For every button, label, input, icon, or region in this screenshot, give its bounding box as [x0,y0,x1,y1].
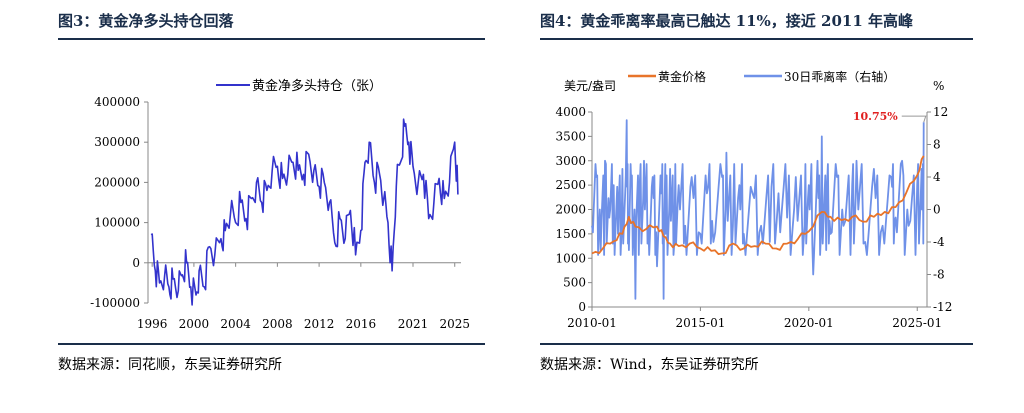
y-tick-label: 300000 [94,135,140,149]
x-tick-label: 2021 [398,317,429,331]
legend-label-gold-price: 黄金价格 [658,69,706,84]
right-y-tick-label: 0 [933,203,941,217]
gold-deviation-chart: 4000 3500 3000 2500 2000 1500 1000 500 0 12 8 4 0 -4 -… [555,69,952,330]
deviation-series-line [591,119,925,300]
x-tick-label: 2010-01 [567,316,617,330]
y-tick-label: 0 [132,256,140,270]
x-tick-label: 2020-01 [784,316,834,330]
right-y-tick-label: 12 [933,105,948,119]
figure-4-title: 图4：黄金乖离率最高已触达 11%，接近 2011 年高峰 [540,12,913,30]
x-tick-label: 2025 [439,317,470,331]
bottom-rule [540,343,973,345]
x-tick-label: 2016 [346,317,377,331]
left-y-tick-label: 4000 [555,105,586,119]
net-long-position-chart: 400000 300000 200000 100000 0 -100000 1996 2000… [90,78,470,331]
legend-label-deviation: 30日乖离率（右轴） [784,69,895,84]
y-tick-label: 400000 [94,95,140,109]
y-tick-label: 200000 [94,175,140,189]
right-y-tick-label: -12 [933,300,952,314]
top-rule [58,38,485,40]
gold-price-series-line [591,155,925,255]
left-y-tick-label: 1000 [555,251,586,265]
left-axis-unit: 美元/盎司 [564,79,616,93]
x-tick-label: 2000 [179,317,210,331]
figure-3-title: 图3：黄金净多头持仓回落 [58,12,234,30]
left-y-tick-label: 0 [578,300,586,314]
x-tick-label: 1996 [137,317,168,331]
bottom-rule [58,343,485,345]
x-tick-label: 2025-01 [892,316,942,330]
net-long-series-line [150,118,459,306]
right-y-tick-label: -8 [933,268,945,282]
right-axis-unit: % [933,79,944,93]
left-y-tick-label: 2500 [555,178,586,192]
left-y-tick-label: 1500 [555,227,586,241]
right-y-tick-label: -4 [933,235,945,249]
x-tick-label: 2004 [220,317,251,331]
left-y-tick-label: 3500 [555,129,586,143]
left-y-tick-label: 3000 [555,154,586,168]
y-tick-label: -100000 [90,296,140,310]
annotation-leader [901,115,927,123]
figure-4-source: 数据来源：Wind，东吴证券研究所 [540,357,759,373]
top-rule [540,38,973,40]
x-tick-label: 2012 [304,317,335,331]
annotation-label: 10.75% [853,110,898,123]
left-y-tick-label: 2000 [555,203,586,217]
y-tick-label: 100000 [94,216,140,230]
right-y-tick-label: 8 [933,138,941,152]
x-tick-label: 2015-01 [675,316,725,330]
left-y-tick-label: 500 [563,276,586,290]
figure-3-source: 数据来源：同花顺，东吴证券研究所 [58,357,282,373]
legend-label: 黄金净多头持仓（张） [252,78,382,94]
x-tick-label: 2008 [262,317,293,331]
right-y-tick-label: 4 [933,170,941,184]
